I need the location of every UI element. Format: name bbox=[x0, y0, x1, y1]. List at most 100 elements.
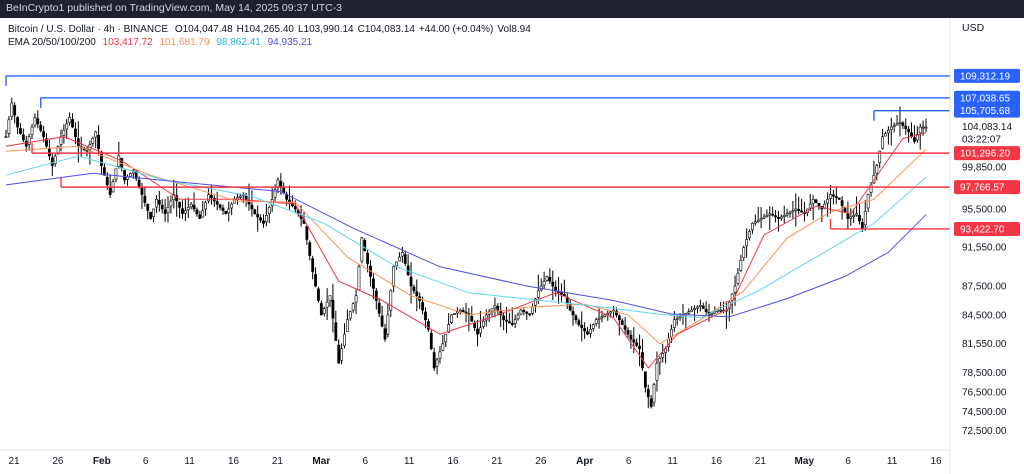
x-tick-label: 21 bbox=[491, 456, 503, 467]
candle bbox=[19, 122, 22, 135]
candle-body bbox=[178, 201, 181, 208]
candle bbox=[207, 188, 210, 204]
candle-body bbox=[163, 209, 167, 215]
candle bbox=[204, 200, 208, 216]
candle bbox=[881, 128, 885, 150]
x-tick-label: 11 bbox=[887, 456, 898, 467]
candle-body bbox=[143, 195, 147, 203]
support-level bbox=[60, 177, 950, 188]
resistance-price-tag: 109,312.19 bbox=[954, 68, 1020, 83]
candle bbox=[403, 250, 407, 266]
candle-body bbox=[458, 309, 462, 312]
candle bbox=[826, 192, 830, 217]
candle-body bbox=[429, 332, 433, 349]
candle-body bbox=[924, 126, 928, 129]
candle bbox=[45, 133, 48, 148]
candle-body bbox=[247, 199, 251, 205]
support-level bbox=[829, 218, 950, 230]
candle-body bbox=[152, 208, 155, 217]
candle-body bbox=[27, 136, 31, 145]
candle bbox=[858, 203, 861, 225]
candle-body bbox=[490, 308, 494, 312]
candles bbox=[4, 97, 928, 409]
candle bbox=[178, 201, 181, 219]
candle-body bbox=[620, 320, 624, 325]
candle bbox=[664, 346, 668, 364]
candle-body bbox=[10, 102, 14, 117]
candle-body bbox=[377, 302, 381, 314]
candle-body bbox=[698, 305, 702, 307]
candle bbox=[779, 214, 783, 221]
candle-body bbox=[768, 213, 772, 216]
candle-body bbox=[45, 138, 48, 147]
candle bbox=[458, 308, 462, 315]
candle-body bbox=[811, 199, 815, 204]
candle-body bbox=[774, 215, 777, 218]
candle bbox=[510, 307, 514, 327]
candle bbox=[461, 307, 465, 313]
price-tag-bg bbox=[954, 221, 1020, 236]
candle bbox=[667, 332, 670, 352]
candle bbox=[684, 312, 688, 330]
candle bbox=[797, 196, 801, 215]
candle bbox=[311, 255, 315, 280]
candle bbox=[224, 210, 228, 215]
candle bbox=[262, 214, 265, 228]
candle bbox=[328, 295, 332, 307]
candle-body bbox=[117, 155, 121, 167]
price-axis[interactable]: 99,850.00 95,500.00 91,550.00 87,500.00 84,5… bbox=[949, 18, 1020, 474]
candle bbox=[369, 260, 372, 287]
resistance-price-tag: 105,705.68 bbox=[954, 103, 1020, 118]
resistance-level bbox=[5, 75, 950, 86]
candle-body bbox=[542, 280, 546, 286]
candle-body bbox=[311, 258, 315, 272]
ema50-value: 101,681.79 bbox=[159, 37, 210, 48]
candle-body bbox=[907, 129, 911, 133]
candle bbox=[531, 303, 534, 316]
candle-body bbox=[160, 204, 164, 210]
candle bbox=[102, 162, 106, 176]
candle bbox=[484, 309, 488, 327]
candle bbox=[236, 192, 239, 205]
candle bbox=[314, 267, 317, 288]
candle bbox=[557, 276, 560, 304]
candle bbox=[785, 208, 789, 218]
candle-body bbox=[829, 194, 832, 199]
candle-body bbox=[140, 187, 144, 195]
candle bbox=[374, 287, 378, 310]
candle bbox=[97, 125, 100, 156]
candle bbox=[348, 310, 352, 321]
candle bbox=[201, 200, 205, 218]
candle bbox=[166, 196, 170, 223]
candle bbox=[487, 309, 491, 323]
candle-body bbox=[479, 327, 482, 334]
candle bbox=[696, 305, 699, 314]
candle bbox=[325, 288, 329, 320]
candle-body bbox=[39, 124, 43, 131]
candle-body bbox=[363, 240, 367, 252]
candle bbox=[539, 278, 543, 292]
candle-body bbox=[881, 136, 885, 149]
candle-body bbox=[16, 117, 19, 128]
support-level bbox=[31, 143, 950, 154]
candle bbox=[583, 322, 587, 339]
candle bbox=[467, 308, 471, 332]
candle bbox=[693, 305, 696, 321]
candle-body bbox=[461, 310, 465, 313]
candle-body bbox=[91, 138, 95, 144]
candle-body bbox=[589, 329, 592, 334]
candle-body bbox=[536, 290, 540, 298]
candle bbox=[212, 195, 216, 207]
candle bbox=[834, 185, 838, 205]
candle bbox=[698, 299, 702, 312]
candle bbox=[551, 270, 555, 301]
time-axis[interactable]: 21 26 Feb 6 11 16 21 Mar 6 11 16 21 26 Apr 6 11 16 21 May 6… bbox=[0, 449, 950, 467]
candle bbox=[886, 126, 890, 145]
symbol-legend: Bitcoin / U.S. Dollar · 4h · BINANCE O10… bbox=[8, 24, 539, 35]
candle-body bbox=[571, 310, 575, 316]
candle-body bbox=[224, 210, 228, 215]
candle bbox=[65, 118, 69, 140]
candle bbox=[230, 202, 234, 216]
candle bbox=[288, 185, 291, 210]
